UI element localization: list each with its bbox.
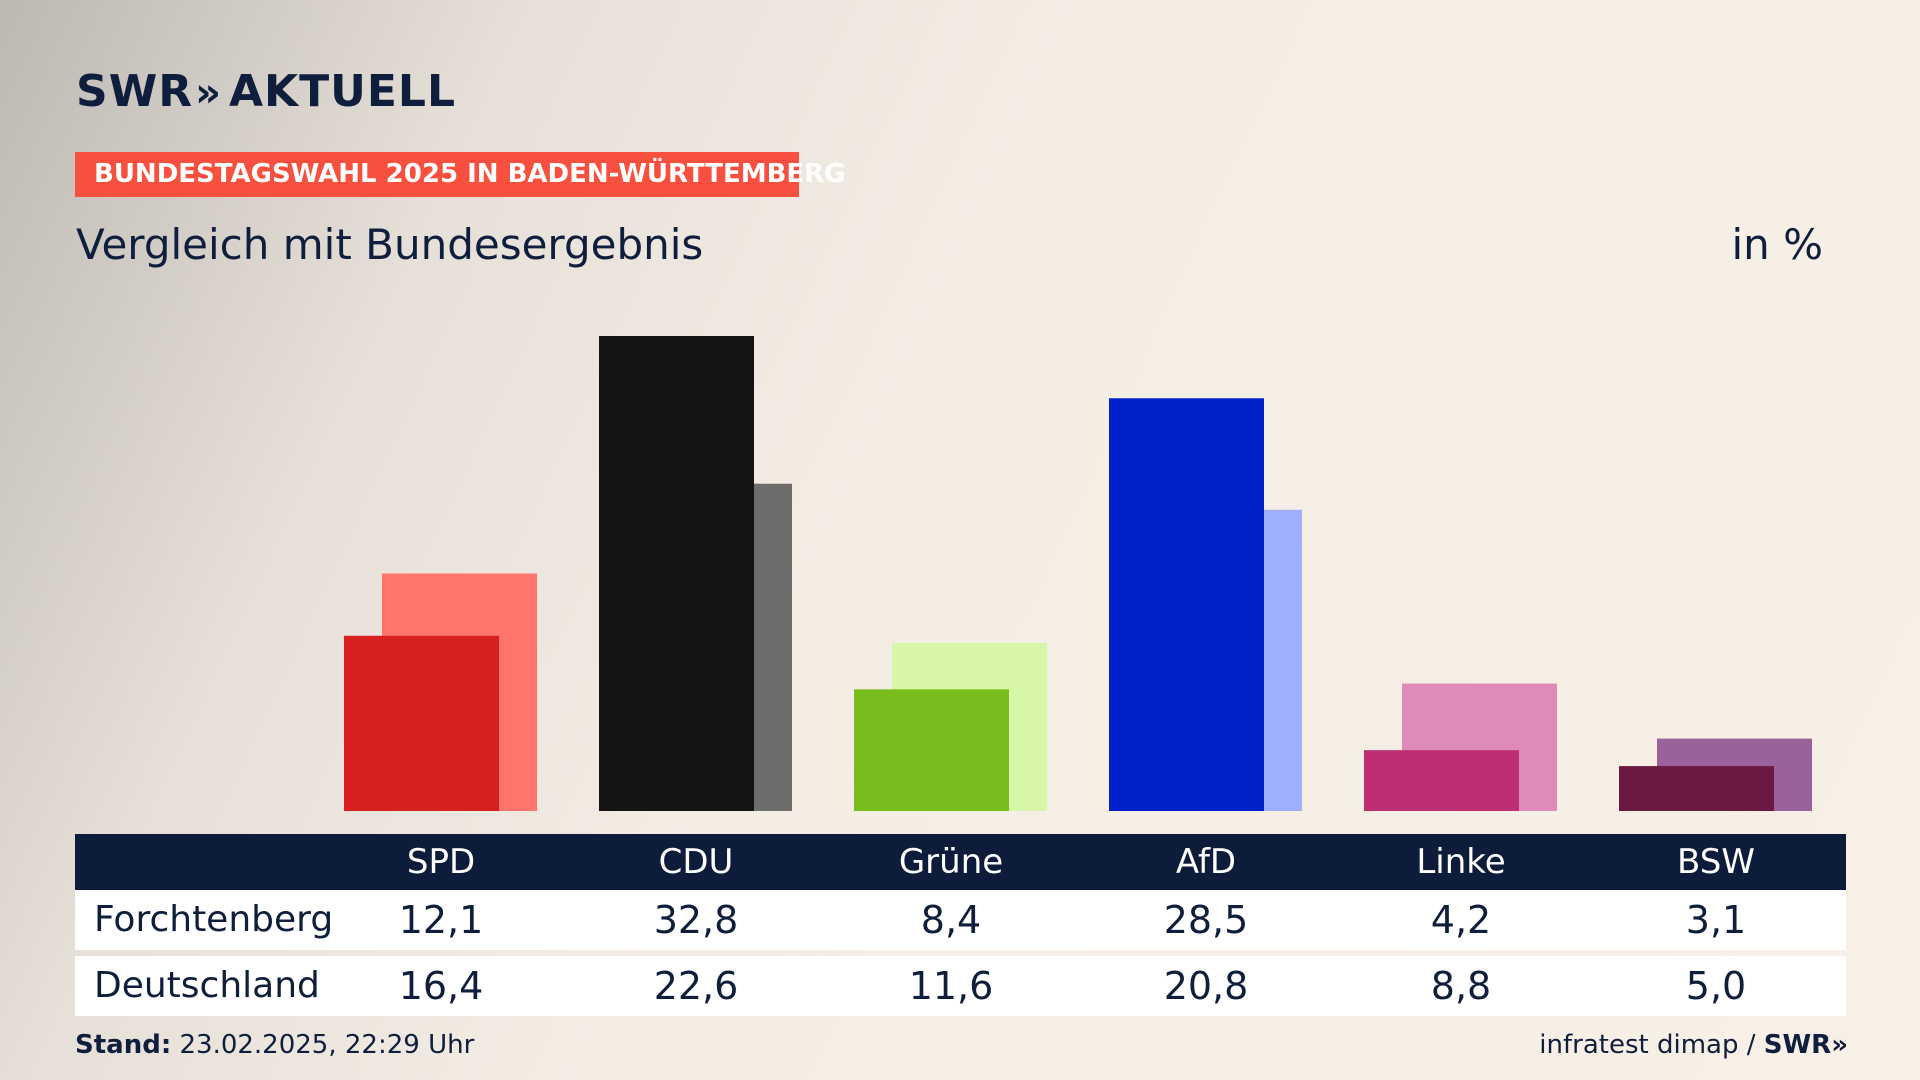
column-header-grüne: Grüne [898, 842, 1004, 882]
bar-forchtenberg-grüne [854, 689, 1009, 811]
source-arrows-icon: » [1831, 1030, 1848, 1060]
bar-deutschland-linke [1402, 683, 1557, 811]
column-header-linke: Linke [1416, 842, 1506, 882]
table-row: Forchtenberg 12,1 32,8 8,4 28,5 4,2 3,1 [75, 890, 1846, 950]
swr-aktuell-logo: SWR» AKTUELL [76, 66, 456, 117]
value-forchtenberg-grüne: 8,4 [920, 898, 982, 942]
column-header-bsw: BSW [1677, 842, 1755, 882]
stand-value: 23.02.2025, 22:29 Uhr [179, 1030, 475, 1060]
bar-forchtenberg-cdu [599, 336, 754, 811]
bar-deutschland-bsw [1657, 738, 1812, 811]
source-credit: infratest dimap / SWR» [1539, 1030, 1848, 1060]
value-forchtenberg-afd: 28,5 [1163, 898, 1249, 942]
column-header-cdu: CDU [658, 842, 734, 882]
value-forchtenberg-spd: 12,1 [398, 898, 484, 942]
logo-brand: SWR [76, 66, 194, 117]
column-header-afd: AfD [1175, 842, 1237, 882]
column-header-spd: SPD [406, 842, 476, 882]
value-forchtenberg-bsw: 3,1 [1685, 898, 1747, 942]
value-forchtenberg-cdu: 32,8 [653, 898, 739, 942]
value-deutschland-grüne: 11,6 [908, 964, 994, 1008]
logo-arrows-icon: » [195, 70, 221, 116]
timestamp: Stand: 23.02.2025, 22:29 Uhr [75, 1030, 474, 1060]
bar-deutschland-grüne [892, 643, 1047, 811]
bar-forchtenberg-bsw [1619, 766, 1774, 811]
source-text: infratest dimap / [1539, 1030, 1756, 1060]
table-header-row: SPD CDU Grüne AfD Linke BSW [75, 834, 1846, 890]
bar-forchtenberg-spd [344, 635, 499, 811]
value-deutschland-spd: 16,4 [398, 964, 484, 1008]
value-deutschland-bsw: 5,0 [1685, 964, 1747, 1008]
value-deutschland-linke: 8,8 [1430, 964, 1492, 1008]
row-label-deutschland: Deutschland [94, 965, 320, 1006]
stand-label: Stand: [75, 1030, 172, 1060]
table-row: Deutschland 16,4 22,6 11,6 20,8 8,8 5,0 [75, 956, 1846, 1016]
value-deutschland-afd: 20,8 [1163, 964, 1249, 1008]
bar-deutschland-spd [382, 573, 537, 811]
bar-forchtenberg-linke [1364, 750, 1519, 811]
bar-forchtenberg-afd [1109, 398, 1264, 811]
source-brand: SWR [1763, 1030, 1832, 1060]
value-forchtenberg-linke: 4,2 [1430, 898, 1492, 942]
bar-deutschland-afd [1147, 509, 1302, 811]
chart-subtitle: Vergleich mit Bundesergebnis [76, 220, 704, 269]
unit-label: in % [1731, 220, 1823, 269]
results-table: SPD CDU Grüne AfD Linke BSW Forchtenberg 12,1… [75, 834, 1846, 1016]
row-label-forchtenberg: Forchtenberg [94, 899, 334, 940]
election-badge: BUNDESTAGSWAHL 2025 IN BADEN-WÜRTTEMBERG [75, 152, 846, 197]
bar-deutschland-cdu [637, 483, 792, 811]
logo-name: AKTUELL [228, 66, 456, 117]
value-deutschland-cdu: 22,6 [653, 964, 739, 1008]
